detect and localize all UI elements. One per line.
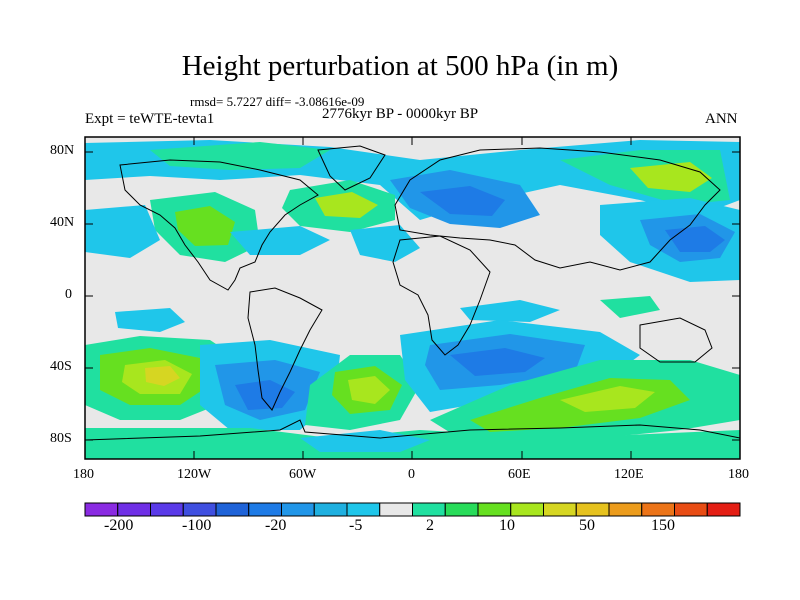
colorbar-box [182,502,217,517]
anomaly-high-spacific-center [145,366,180,386]
colorbar-box [84,502,119,517]
coast-africa [392,235,491,356]
rmsd-diff-stats: rmsd= 5.7227 diff= -3.08616e-09 [190,94,365,109]
colorbar-box [510,502,544,517]
colorbar-box [641,502,675,517]
anomaly-high-satlantic-core [348,376,390,404]
coastlines [85,145,740,441]
anomaly-blob-indian [460,300,560,322]
colorbar-box [346,502,381,517]
coast-antarctica [85,419,740,441]
colorbar [84,502,741,517]
colorbar-box [477,502,512,517]
lat-ticks [85,151,740,441]
lon-label-0: 0 [408,467,415,482]
colorbar-box [575,502,610,517]
anomaly-ridge-atlantic-core [315,192,378,218]
lat-label-40s: 40S [50,359,72,374]
colorbar-box [608,502,643,517]
shaded-field [85,137,740,459]
colorbar-box [215,502,250,517]
colorbar-label-neg5: -5 [349,517,363,534]
lon-label-120e: 120E [614,467,644,482]
colorbar-label-50: 50 [579,517,595,534]
colorbar-label-neg20: -20 [265,517,287,534]
colorbar-box [313,502,348,517]
coast-greenland [317,145,386,191]
colorbar-label-neg200: -200 [104,517,134,534]
colorbar-box [412,502,446,517]
coast-south-america [247,287,323,411]
coast-australia [639,317,713,363]
colorbar-box [281,502,315,517]
period-label: 2776kyr BP - 0000kyr BP [322,106,479,122]
colorbar-box [117,502,151,517]
lon-ticks [84,137,741,459]
colorbar-box [674,502,708,517]
lon-label-180w: 180 [73,467,94,482]
anomaly-low-indian-core [450,348,545,376]
anomaly-high-southern-ocean-core [560,386,655,412]
lat-label-80s: 80S [50,431,72,446]
colorbar-box [248,502,282,517]
colorbar-label-150: 150 [651,517,675,534]
colorbar-label-10: 10 [499,517,515,534]
anomaly-antarctic-blue [300,430,430,452]
anomaly-low-sepacific-core [235,380,295,410]
colorbar-box [150,502,184,517]
anomaly-green-north [150,142,330,170]
lon-label-120w: 120W [177,467,212,482]
colorbar-box [706,502,741,517]
lat-label-40n: 40N [50,215,75,230]
anomaly-blue-eastna [230,226,330,255]
lon-label-60e: 60E [508,467,531,482]
anomaly-blob-tropical-pacific [115,308,185,332]
colorbar-box [444,502,479,517]
season-label: ANN [705,111,738,127]
coast-north-america [119,159,319,291]
anomaly-blue-midatlantic [350,225,420,262]
colorbar-label-neg100: -100 [182,517,212,534]
anomaly-darkblue-europe [420,186,505,216]
anomaly-blue-pacific [85,205,160,258]
lat-label-eq: 0 [65,287,72,302]
lon-label-180e: 180 [728,467,749,482]
anomaly-blob-wpacific [600,296,660,318]
lat-label-80n: 80N [50,143,75,158]
anomaly-ridge-westna-core [175,206,235,246]
colorbar-box [543,502,577,517]
plot-title: Height perturbation at 500 hPa (in m) [181,50,619,82]
colorbar-label-2: 2 [426,517,434,534]
coast-eurasia [394,147,721,271]
experiment-label: Expt = teWTE-tevta1 [85,111,215,127]
colorbar-box [379,502,413,517]
lon-label-60w: 60W [289,467,317,482]
